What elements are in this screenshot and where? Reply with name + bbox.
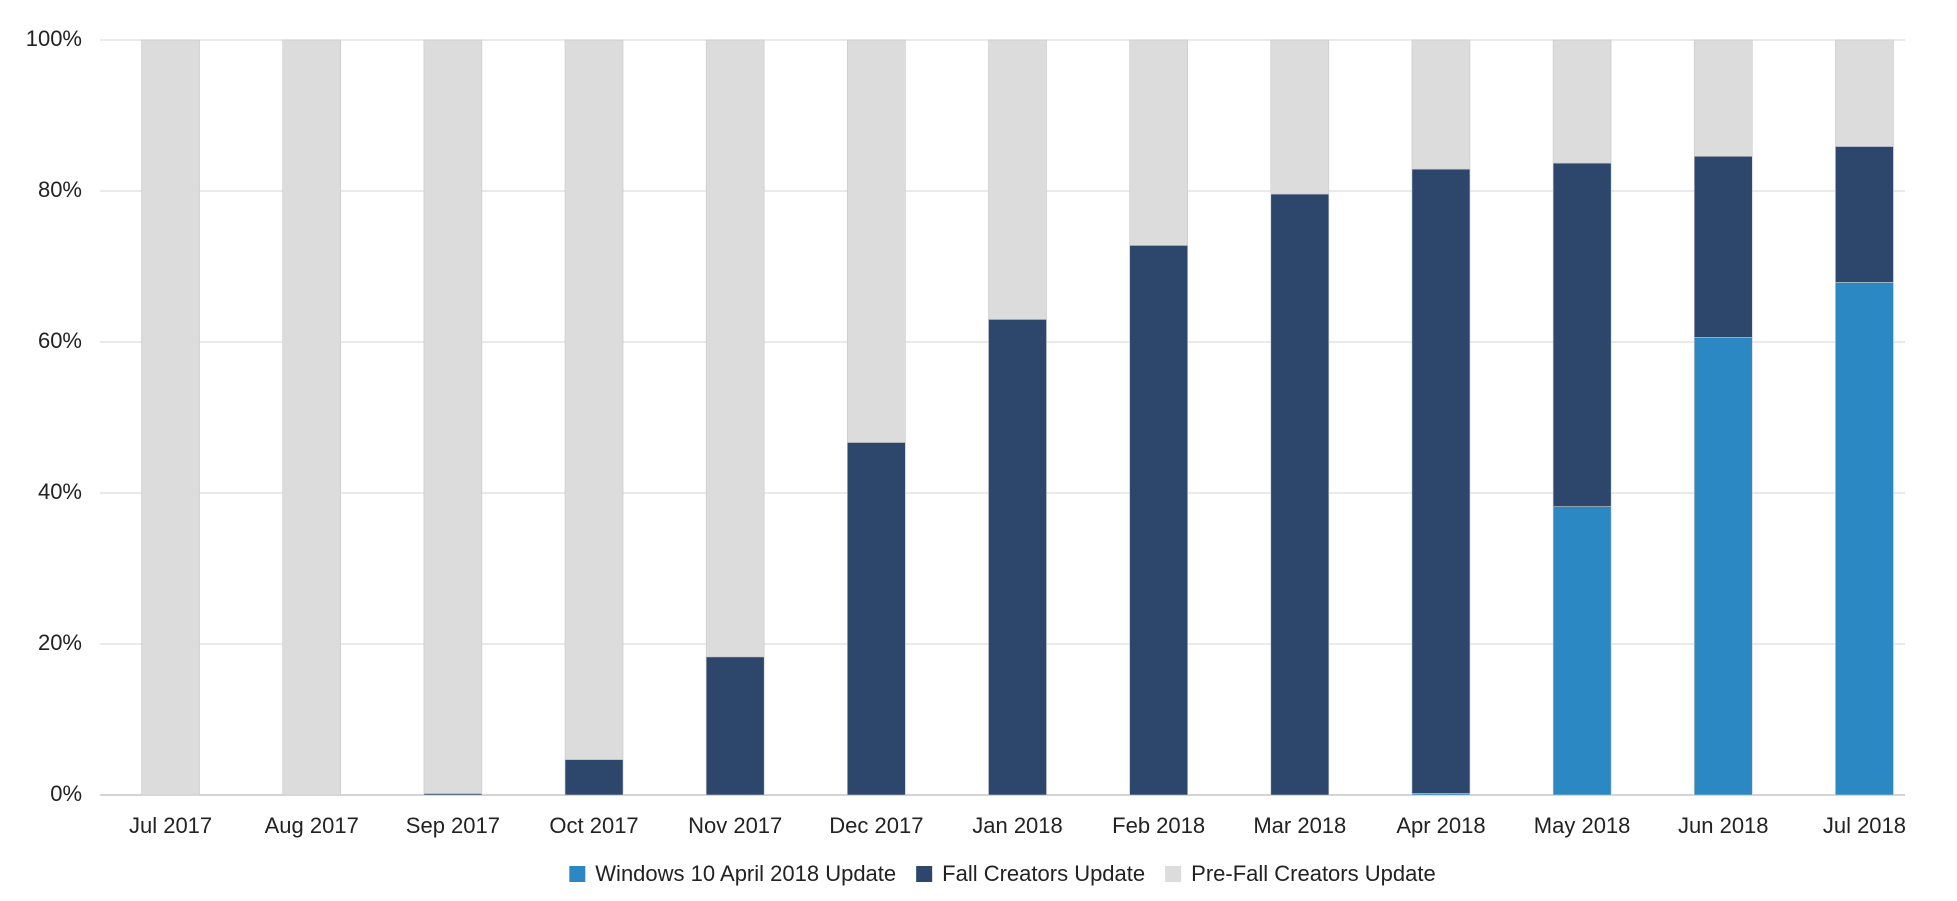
x-tick-label: Apr 2018 [1396, 813, 1485, 838]
bar-segment [423, 39, 483, 794]
bar-segment [1552, 39, 1612, 164]
bar-segment [1129, 245, 1188, 796]
bar-segment [1693, 39, 1753, 157]
y-tick-label: 0% [50, 781, 82, 806]
legend-swatch [569, 866, 586, 882]
bar-segment [1129, 39, 1188, 246]
bar-segment [705, 656, 765, 796]
bar-segment [1835, 146, 1894, 283]
bar-segment [1835, 282, 1894, 796]
bar-segment [1270, 39, 1330, 195]
bar-segment [1411, 168, 1471, 794]
legend-swatch [916, 866, 933, 882]
x-tick-label: Jul 2018 [1823, 813, 1906, 838]
bar-segment [847, 39, 906, 443]
y-tick-label: 40% [38, 479, 82, 504]
x-tick-label: Sep 2017 [406, 813, 500, 838]
y-tick-label: 20% [38, 630, 82, 655]
x-tick-label: Jan 2018 [972, 813, 1063, 838]
legend-label: Windows 10 April 2018 Update [595, 861, 896, 886]
x-tick-label: Feb 2018 [1112, 813, 1205, 838]
legend-label: Pre-Fall Creators Update [1191, 861, 1436, 886]
y-tick-label: 80% [38, 177, 82, 202]
bar-segment [1411, 39, 1471, 170]
x-tick-label: Nov 2017 [688, 813, 782, 838]
x-tick-label: Dec 2017 [829, 813, 923, 838]
y-tick-label: 60% [38, 328, 82, 353]
x-tick-label: Aug 2017 [265, 813, 359, 838]
x-tick-label: May 2018 [1534, 813, 1631, 838]
x-tick-label: Mar 2018 [1253, 813, 1346, 838]
x-tick-label: Jun 2018 [1678, 813, 1769, 838]
x-tick-label: Oct 2017 [549, 813, 638, 838]
y-tick-label: 100% [26, 26, 82, 51]
bar-segment [1835, 39, 1894, 147]
bar-segment [564, 39, 624, 760]
bar-segment [564, 759, 624, 796]
bar-segment [141, 39, 200, 796]
bar-segment [1552, 162, 1612, 507]
bar-segment [988, 319, 1047, 796]
bar-segment [1693, 155, 1753, 338]
bar-segment [1693, 337, 1753, 796]
bar-segment [988, 39, 1047, 320]
x-tick-label: Jul 2017 [129, 813, 212, 838]
bar-segment [1270, 193, 1330, 796]
legend-swatch [1165, 866, 1182, 882]
bar-segment [1552, 506, 1612, 796]
bar-segment [705, 39, 765, 658]
legend-label: Fall Creators Update [942, 861, 1145, 886]
bar-segment [847, 442, 906, 796]
bar-segment [282, 39, 342, 796]
